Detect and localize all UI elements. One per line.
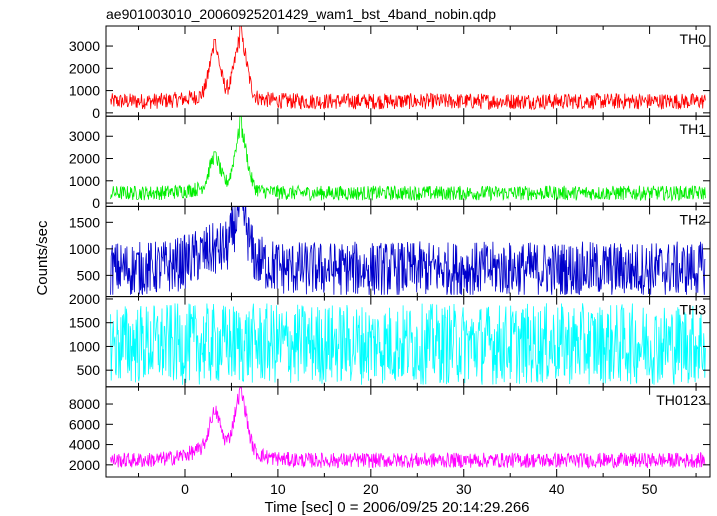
x-axis-label: Time [sec] 0 = 2006/09/25 20:14:29.266 [264,499,529,516]
y-tick-label: 500 [77,267,101,283]
series-th3 [110,303,706,385]
y-tick-label: 0 [92,195,100,211]
series-th1 [110,115,706,202]
y-tick-label: 1000 [69,241,100,257]
series-th0 [110,25,706,111]
y-tick-label: 2000 [69,457,100,473]
y-tick-label: 1500 [69,315,100,331]
x-tick-label: 40 [549,481,565,497]
y-axis-label: Counts/sec [34,220,51,296]
x-tick-label: 0 [181,481,189,497]
panel-label: TH2 [680,211,707,227]
series-th0123 [110,387,706,470]
panel-frame [105,386,711,478]
x-tick-label: 10 [270,481,286,497]
y-tick-label: 1000 [69,83,100,99]
panel-label: TH0123 [656,392,706,408]
panel-th1: 0 1000 2000 3000 TH1 [69,115,711,211]
y-tick-label: 6000 [69,416,100,432]
y-tick-label: 1000 [69,338,100,354]
series-th2 [110,205,706,295]
y-tick-label: 2000 [69,60,100,76]
y-tick-label: 1500 [69,214,100,230]
panel-th2: 500 1000 1500 TH2 [69,205,711,298]
y-tick-label: 3000 [69,128,100,144]
chart-title: ae901003010_20060925201429_wam1_bst_4ban… [106,6,496,22]
y-tick-label: 8000 [69,396,100,412]
y-tick-label: 3000 [69,38,100,54]
y-tick-label: 500 [77,362,101,378]
y-tick-label: 2000 [69,291,100,307]
panel-label: TH1 [680,121,707,137]
x-tick-label: 20 [363,481,379,497]
panel-th3: 500 1000 1500 2000 TH3 [69,291,711,388]
y-tick-label: 2000 [69,151,100,167]
y-tick-label: 0 [92,105,100,121]
y-tick-label: 1000 [69,173,100,189]
panel-label: TH0 [680,31,707,47]
panel-th0: 0 1000 2000 3000 TH0 [69,25,711,121]
panel-label: TH3 [680,302,707,318]
y-tick-label: 4000 [69,437,100,453]
panel-th0123: 2000 4000 6000 8000 TH0123 [69,386,711,478]
x-tick-label: 50 [642,481,658,497]
x-tick-label: 30 [456,481,472,497]
